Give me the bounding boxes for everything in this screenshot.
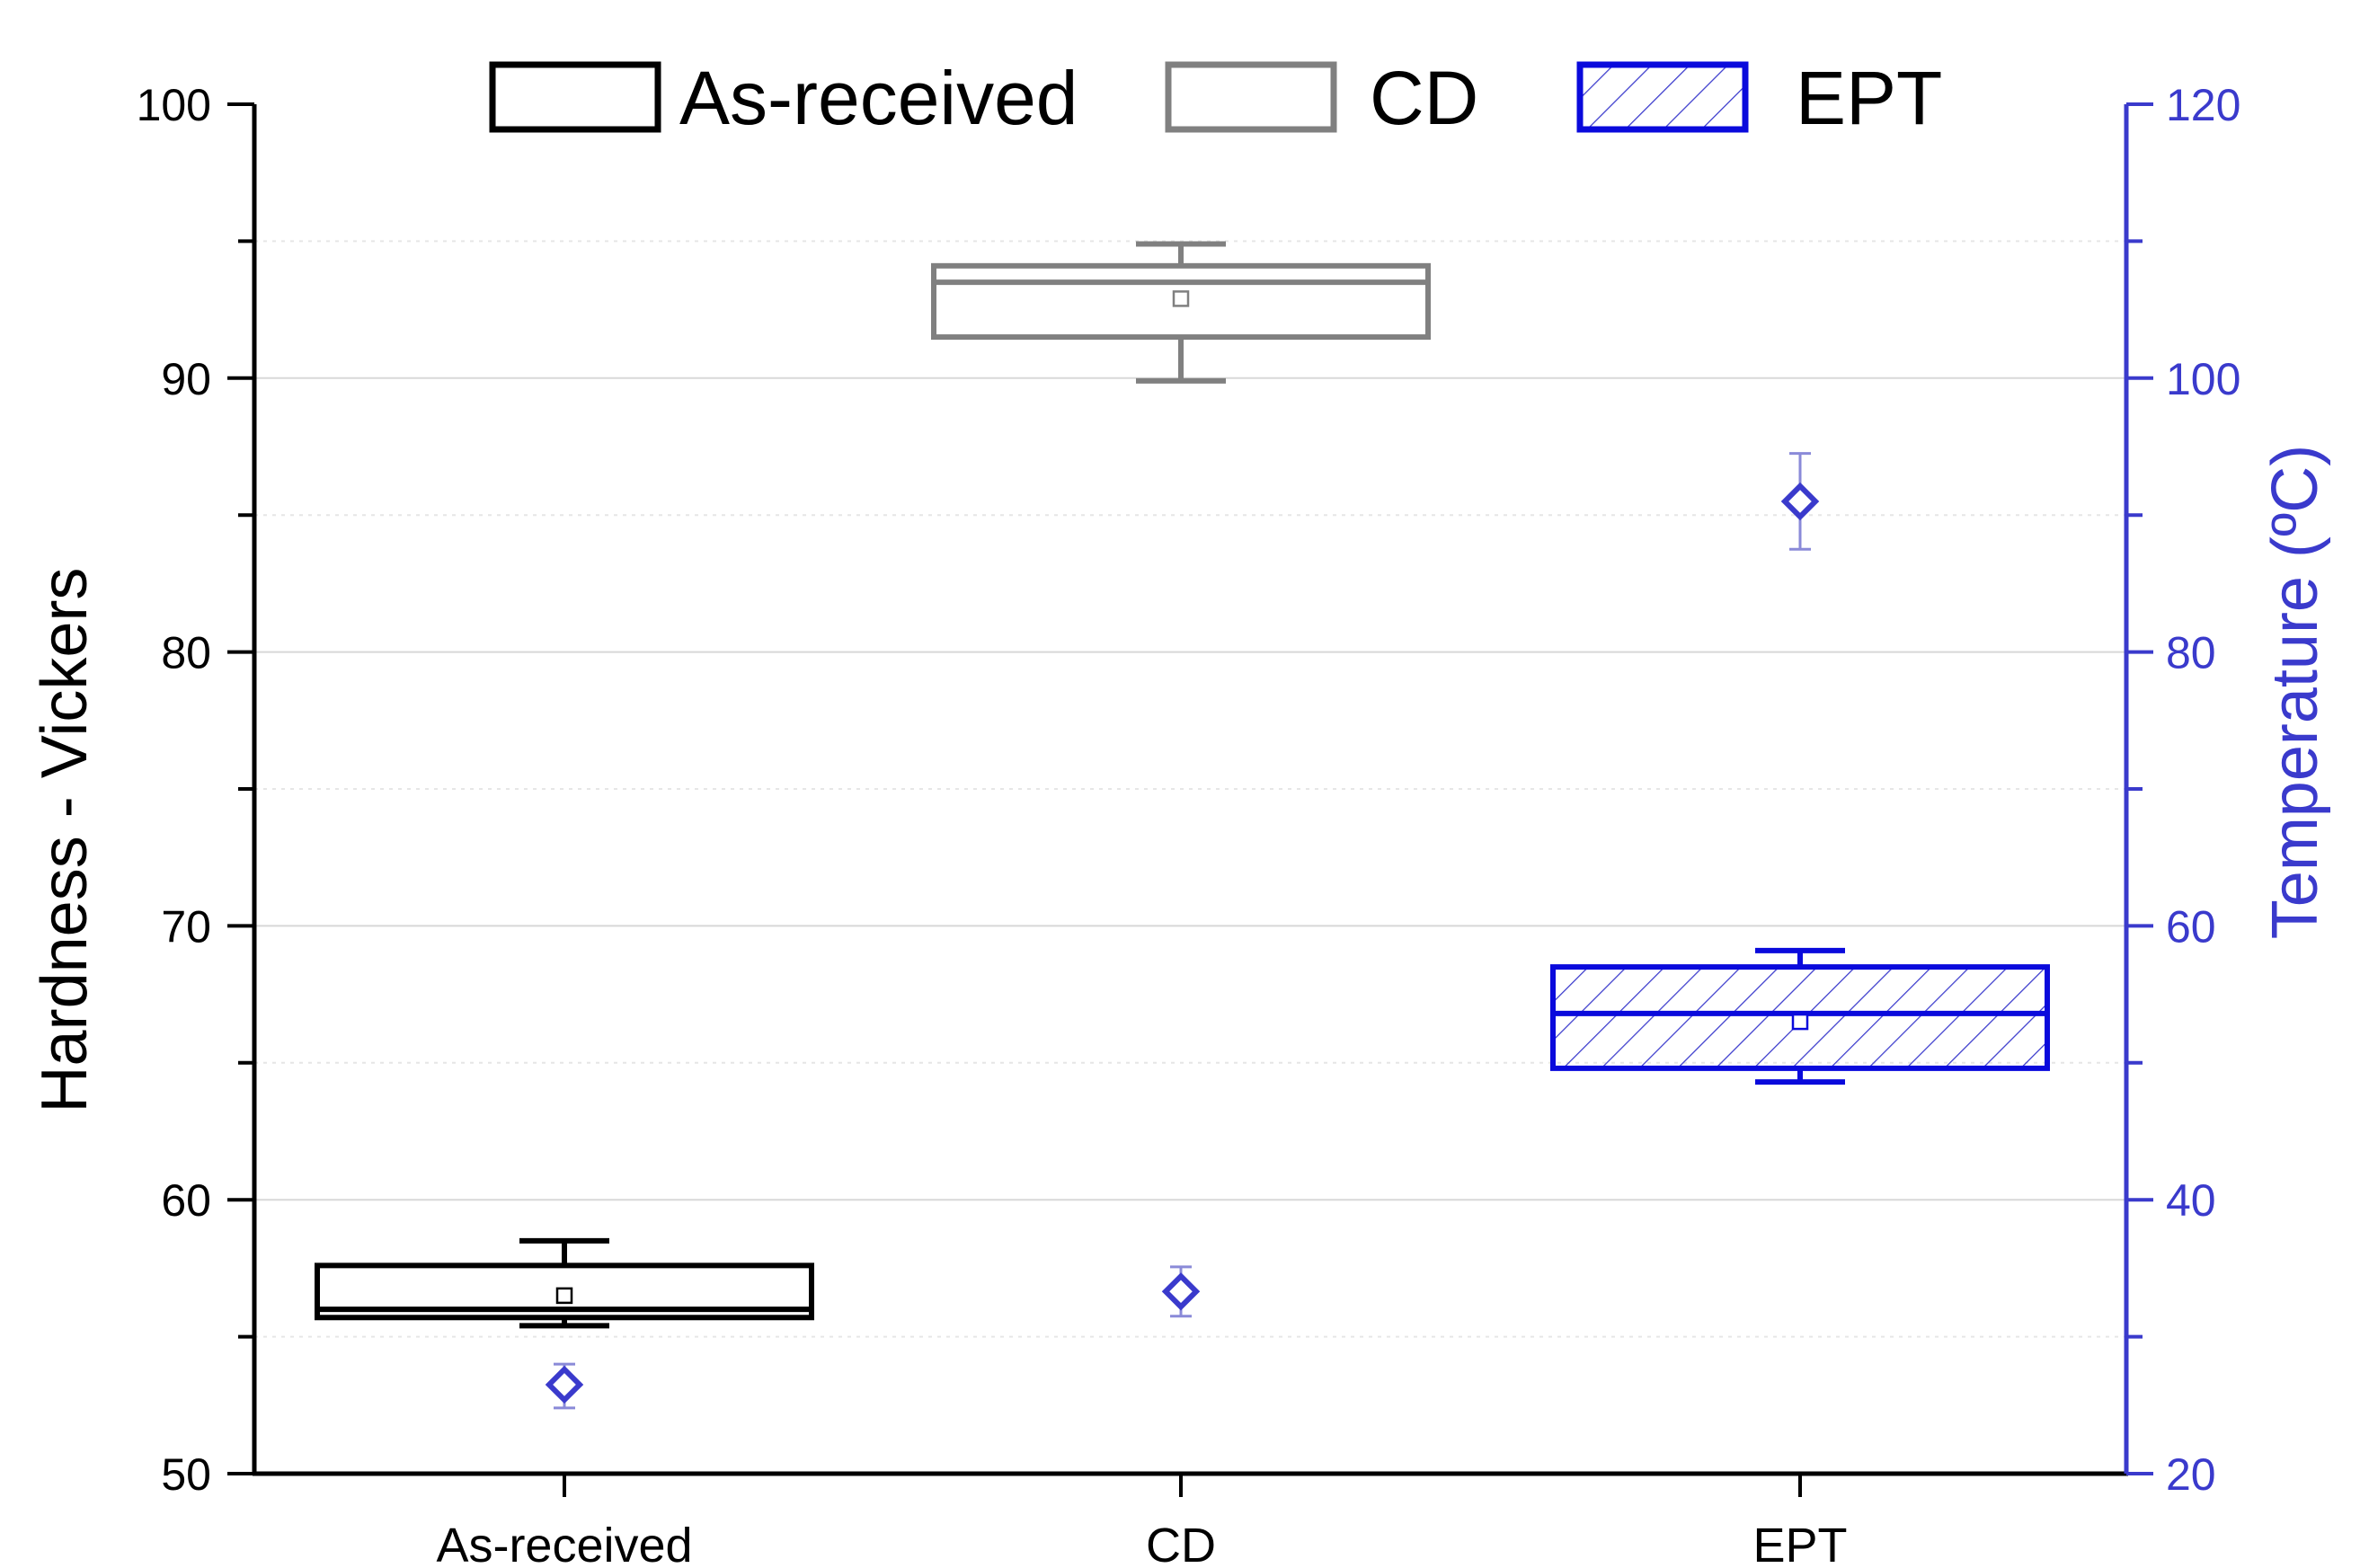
- legend-label-as-received: As-received: [679, 56, 1078, 140]
- axes: [227, 102, 2153, 1497]
- x-tick-label: EPT: [1752, 1519, 1847, 1568]
- left-tick-label: 80: [161, 628, 211, 678]
- left-tick-label: 90: [161, 354, 211, 404]
- legend-label-cd: CD: [1370, 56, 1478, 140]
- right-tick-label: 80: [2166, 628, 2216, 678]
- left-tick-label: 100: [137, 80, 211, 130]
- tick-labels: 50 60 70 80 90 100 20 40 60 80 100 120 As-received CD…: [137, 80, 2241, 1568]
- temperature-point-as-received: [545, 1362, 584, 1410]
- right-tick-label: 120: [2166, 80, 2240, 130]
- legend-label-ept: EPT: [1796, 56, 1942, 140]
- right-tick-label: 100: [2166, 354, 2240, 404]
- temperature-point-ept: [1780, 452, 1820, 551]
- legend-swatch-as-received: [489, 61, 661, 133]
- gridlines: [254, 240, 2126, 1338]
- mean-marker: [555, 1287, 573, 1305]
- x-tick-label: As-received: [436, 1519, 692, 1568]
- right-tick-label: 60: [2166, 901, 2216, 952]
- legend-swatch-cd: [1165, 61, 1337, 133]
- legend: As-received CD EPT: [489, 56, 1942, 140]
- temperature-diamond-marker: [545, 1365, 584, 1404]
- hardness-boxes: [315, 241, 2050, 1329]
- temperature-diamond-marker: [1161, 1272, 1201, 1311]
- left-tick-label: 60: [161, 1175, 211, 1226]
- right-tick-label: 40: [2166, 1175, 2216, 1226]
- box-as-received: [315, 1237, 814, 1329]
- right-tick-label: 20: [2166, 1449, 2216, 1500]
- temperature-point-cd: [1161, 1265, 1201, 1318]
- box-cd: [931, 241, 1431, 384]
- left-tick-label: 50: [161, 1449, 211, 1500]
- mean-marker: [1791, 1013, 1809, 1031]
- legend-swatch-ept: [1576, 61, 1749, 133]
- mean-marker: [1172, 290, 1190, 307]
- box-ept: [1550, 947, 2050, 1085]
- left-tick-label: 70: [161, 901, 211, 952]
- left-axis-title: Hardness - Vickers: [29, 568, 101, 1113]
- temperature-diamond-marker: [1780, 482, 1820, 521]
- right-axis-title: Temperature (ºC): [2259, 445, 2331, 939]
- x-tick-label: CD: [1146, 1519, 1216, 1568]
- temperature-series: [545, 452, 1820, 1410]
